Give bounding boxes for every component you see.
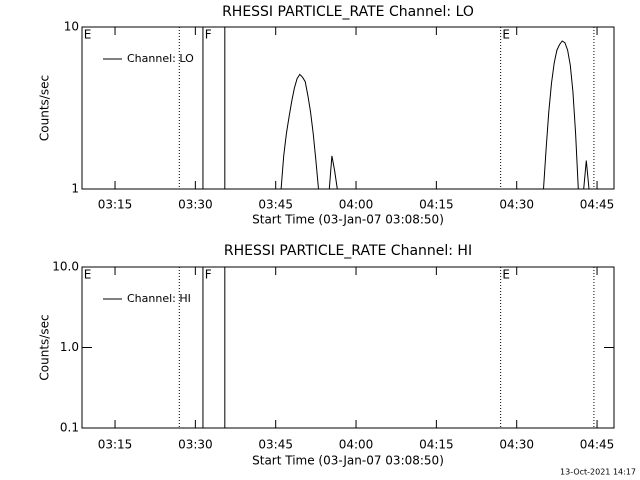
timestamp: 13-Oct-2021 14:17 xyxy=(560,468,636,477)
y-tick-label: 1.0 xyxy=(60,340,79,354)
x-tick-label: 03:30 xyxy=(178,438,213,452)
flag-label: E xyxy=(84,268,92,282)
x-tick-label: 04:00 xyxy=(339,198,374,212)
x-tick-label: 04:15 xyxy=(419,198,454,212)
flag-label: F xyxy=(205,268,212,282)
x-tick-label: 03:45 xyxy=(258,198,293,212)
y-tick-label: 0.1 xyxy=(60,421,79,435)
x-tick-label: 04:45 xyxy=(580,198,615,212)
flag-label: E xyxy=(502,28,510,42)
x-tick-label: 04:00 xyxy=(339,438,374,452)
x-tick-label: 04:30 xyxy=(499,198,534,212)
legend-label: Channel: LO xyxy=(127,52,194,65)
x-tick-label: 03:45 xyxy=(258,438,293,452)
x-tick-label: 04:30 xyxy=(499,438,534,452)
y-axis-label: Counts/sec xyxy=(38,75,52,141)
chart-title: RHESSI PARTICLE_RATE Channel: HI xyxy=(224,243,472,259)
chart-title: RHESSI PARTICLE_RATE Channel: LO xyxy=(222,4,474,20)
x-tick-label: 03:30 xyxy=(178,198,213,212)
data-line xyxy=(82,40,614,189)
y-tick-label: 10 xyxy=(64,20,79,34)
x-tick-label: 03:15 xyxy=(98,198,133,212)
plot-area xyxy=(82,27,614,189)
x-axis-label: Start Time (03-Jan-07 03:08:50) xyxy=(252,454,444,468)
x-tick-label: 04:45 xyxy=(580,438,615,452)
x-tick-label: 04:15 xyxy=(419,438,454,452)
y-axis-label: Counts/sec xyxy=(38,314,52,380)
flag-label: E xyxy=(502,268,510,282)
flag-label: E xyxy=(84,28,92,42)
plot-area xyxy=(82,267,614,428)
x-tick-label: 03:15 xyxy=(98,438,133,452)
x-axis-label: Start Time (03-Jan-07 03:08:50) xyxy=(252,213,444,227)
flag-label: F xyxy=(205,28,212,42)
y-tick-label: 10.0 xyxy=(52,260,79,274)
y-tick-label: 1 xyxy=(71,182,79,196)
legend-label: Channel: HI xyxy=(127,292,191,305)
